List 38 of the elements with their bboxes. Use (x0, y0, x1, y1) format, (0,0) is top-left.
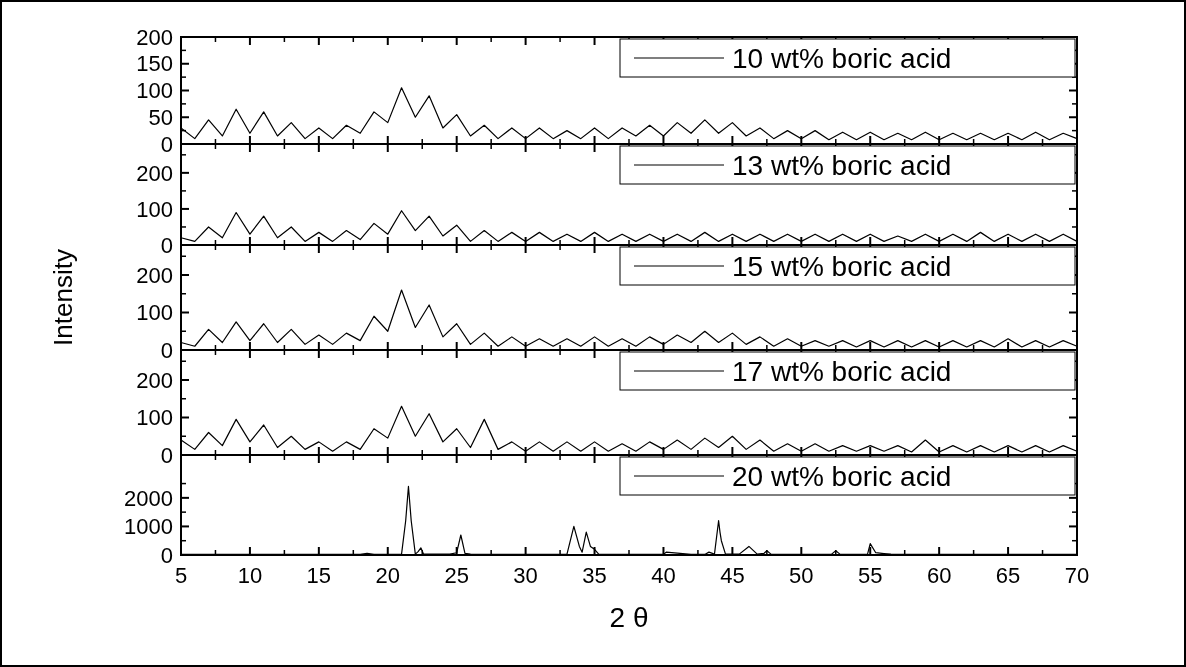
y-tick-label: 0 (160, 442, 173, 468)
y-tick-label: 0 (160, 337, 173, 363)
y-tick-label: 100 (136, 196, 173, 222)
legend-label: 20 wt% boric acid (732, 460, 952, 492)
y-tick-label: 1000 (124, 514, 173, 540)
x-tick-label: 10 (237, 563, 263, 588)
y-axis-title: Intensity (48, 249, 78, 346)
y-tick-label: 0 (160, 232, 173, 258)
x-tick-label: 70 (1064, 563, 1090, 588)
legend-label: 13 wt% boric acid (732, 149, 952, 181)
x-axis-title: 2 θ (609, 602, 649, 633)
x-tick-label: 45 (720, 563, 745, 588)
y-tick-label: 150 (136, 51, 173, 77)
x-tick-label: 30 (513, 563, 538, 588)
y-tick-label: 200 (136, 262, 173, 288)
y-tick-label: 2000 (124, 485, 173, 511)
y-tick-label: 100 (136, 78, 173, 104)
y-tick-label: 200 (136, 24, 173, 50)
legend-label: 15 wt% boric acid (732, 250, 952, 282)
x-tick-label: 35 (582, 563, 607, 588)
x-tick-label: 40 (651, 563, 676, 588)
x-tick-label: 60 (926, 563, 952, 588)
legend-label: 17 wt% boric acid (732, 355, 952, 387)
y-tick-label: 200 (136, 160, 173, 186)
x-tick-label: 20 (375, 563, 401, 588)
y-tick-label: 50 (148, 104, 173, 130)
x-tick-label: 50 (789, 563, 814, 588)
x-tick-label: 15 (306, 563, 332, 588)
y-tick-label: 100 (136, 405, 173, 431)
y-tick-label: 200 (136, 367, 173, 393)
x-tick-label: 65 (995, 563, 1021, 588)
y-tick-label: 100 (136, 300, 173, 326)
x-tick-label: 55 (857, 563, 883, 588)
legend-label: 10 wt% boric acid (732, 42, 952, 74)
x-tick-label: 25 (444, 563, 469, 588)
y-tick-label: 0 (160, 542, 173, 568)
y-tick-label: 0 (160, 131, 173, 157)
x-tick-label: 5 (174, 563, 188, 588)
